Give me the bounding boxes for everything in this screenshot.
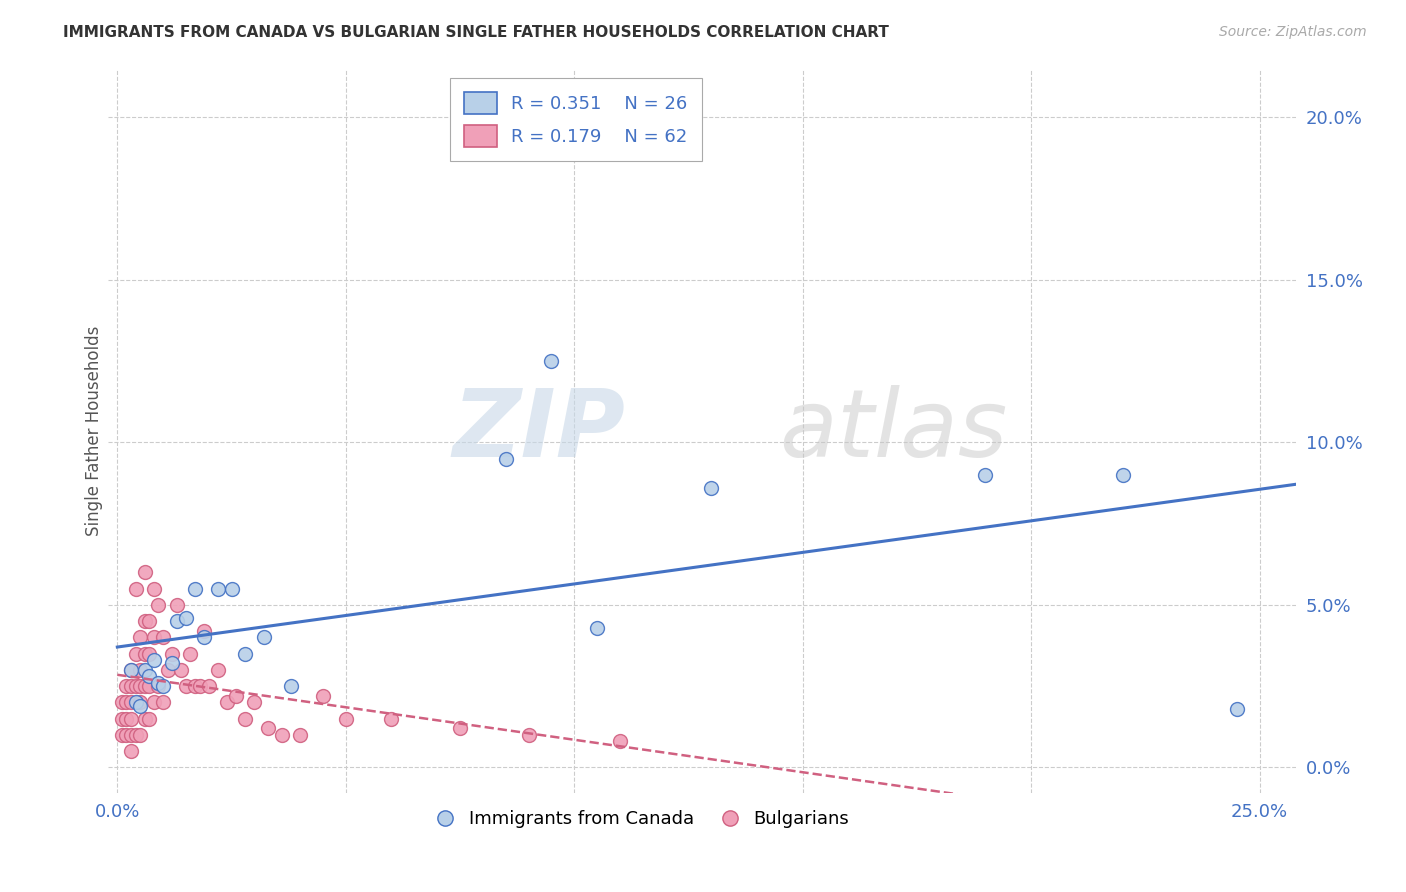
Text: ZIP: ZIP (453, 385, 624, 477)
Point (129, 698, 152, 713)
Y-axis label: Single Father Households: Single Father Households (86, 326, 103, 536)
Point (225, 689, 247, 703)
Point (142, 695, 165, 709)
Point (115, 695, 138, 709)
Point (120, 663, 142, 677)
Point (166, 598, 188, 612)
Point (188, 679, 211, 693)
Text: atlas: atlas (779, 385, 1008, 476)
Point (115, 679, 138, 693)
Point (160, 647, 183, 661)
Point (1226, 702, 1249, 716)
Point (174, 679, 197, 693)
Point (207, 663, 229, 677)
Point (280, 679, 302, 693)
Point (517, 728, 540, 742)
Point (257, 722, 280, 736)
Point (312, 689, 335, 703)
Point (129, 728, 152, 742)
Point (174, 611, 197, 625)
Point (134, 663, 156, 677)
Point (124, 728, 146, 742)
Point (138, 614, 160, 628)
Point (193, 624, 215, 638)
Point (152, 630, 174, 644)
Point (166, 614, 188, 628)
Point (138, 712, 160, 726)
Point (138, 669, 160, 683)
Point (120, 663, 142, 677)
Point (449, 722, 471, 736)
Point (335, 712, 357, 726)
Point (148, 679, 170, 693)
Point (134, 614, 156, 628)
Point (124, 679, 146, 693)
Text: Source: ZipAtlas.com: Source: ZipAtlas.com (1219, 25, 1367, 39)
Point (160, 657, 183, 671)
Point (111, 712, 134, 726)
Point (129, 679, 152, 693)
Point (252, 630, 274, 644)
Text: IMMIGRANTS FROM CANADA VS BULGARIAN SINGLE FATHER HOUSEHOLDS CORRELATION CHART: IMMIGRANTS FROM CANADA VS BULGARIAN SING… (63, 25, 889, 40)
Point (115, 728, 138, 742)
Point (540, 354, 562, 368)
Point (184, 582, 207, 596)
Point (974, 467, 997, 482)
Point (148, 676, 170, 690)
Point (586, 621, 609, 635)
Point (120, 695, 142, 709)
Point (152, 695, 174, 709)
Point (124, 695, 146, 709)
Point (138, 647, 160, 661)
Point (215, 695, 238, 709)
Point (120, 744, 142, 758)
Point (142, 653, 165, 667)
Point (243, 695, 266, 709)
Point (207, 582, 229, 596)
Point (233, 712, 256, 726)
Point (120, 712, 142, 726)
Point (609, 734, 631, 748)
Point (124, 647, 146, 661)
Point (120, 679, 142, 693)
Point (142, 630, 165, 644)
Point (270, 728, 292, 742)
Point (120, 728, 142, 742)
Point (115, 712, 138, 726)
Point (134, 647, 156, 661)
Point (138, 679, 160, 693)
Point (129, 663, 152, 677)
Point (179, 647, 201, 661)
Point (134, 679, 156, 693)
Legend: Immigrants from Canada, Bulgarians: Immigrants from Canada, Bulgarians (429, 803, 856, 835)
Point (221, 582, 243, 596)
Point (152, 679, 174, 693)
Point (197, 679, 219, 693)
Point (134, 566, 156, 580)
Point (1111, 467, 1133, 482)
Point (288, 728, 311, 742)
Point (129, 695, 152, 709)
Point (193, 630, 215, 644)
Point (111, 695, 134, 709)
Point (124, 582, 146, 596)
Point (233, 647, 256, 661)
Point (148, 598, 170, 612)
Point (156, 663, 179, 677)
Point (142, 582, 165, 596)
Point (184, 679, 207, 693)
Point (495, 451, 517, 466)
Point (134, 712, 156, 726)
Point (170, 663, 193, 677)
Point (111, 728, 134, 742)
Point (380, 712, 402, 726)
Point (129, 630, 152, 644)
Point (700, 481, 723, 495)
